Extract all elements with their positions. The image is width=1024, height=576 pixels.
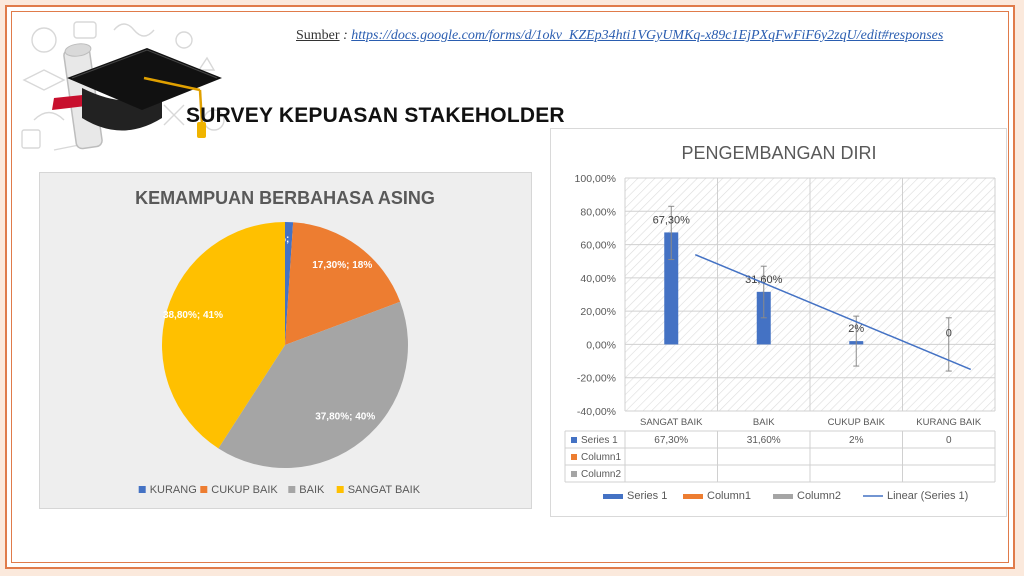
data-table: Series 1 67,30% 31,60% 2% 0 Column1 Column2 — [564, 430, 996, 483]
pie-chart-title: KEMAMPUAN BERBAHASA ASING — [135, 188, 435, 208]
legend-item: KURANG — [150, 484, 197, 496]
y-tick-label: 40,00% — [580, 273, 616, 285]
x-tick-label: SANGAT BAIK — [640, 417, 703, 428]
pie-chart-panel: KEMAMPUAN BERBAHASA ASING 1%; 1% 17,30%; 1… — [39, 172, 532, 509]
x-tick-label: KURANG BAIK — [916, 417, 982, 428]
y-tick-label: 80,00% — [580, 206, 616, 218]
bar-chart: PENGEMBANGAN DIRI 100,00% 80,00% 60,00% 40,0… — [564, 143, 996, 502]
legend-swatch — [603, 494, 623, 499]
bar-chart-panel: PENGEMBANGAN DIRI 100,00% 80,00% 60,00% 40,0… — [550, 128, 1007, 517]
pie-data-label: 38,80%; 41% — [163, 310, 223, 321]
bar-legend: Series 1 Column1 Column2 Linear (Series 1) — [603, 490, 968, 502]
table-cell: 31,60% — [747, 435, 781, 446]
legend-item: SANGAT BAIK — [348, 484, 421, 496]
y-tick-label: 20,00% — [580, 306, 616, 318]
slide-inner-border — [11, 11, 1009, 563]
page-title: SURVEY KEPUASAN STAKEHOLDER — [186, 104, 565, 127]
legend-swatch — [138, 486, 146, 493]
pie-chart: KEMAMPUAN BERBAHASA ASING 1%; 1% 17,30%; 1… — [135, 188, 435, 496]
table-row-label: Column2 — [581, 469, 621, 480]
table-cell: 2% — [849, 435, 864, 446]
legend-item: Column2 — [797, 490, 841, 502]
legend-item: Column1 — [707, 490, 751, 502]
pie-slice-kurang — [285, 222, 294, 345]
legend-swatch — [200, 486, 208, 493]
legend-item: Series 1 — [627, 490, 667, 502]
pie-data-label: 17,30%; 18% — [312, 260, 372, 271]
y-tick-label: 60,00% — [580, 240, 616, 252]
legend-swatch — [683, 494, 703, 499]
graduation-cap-icon — [52, 43, 222, 150]
pie-slice-cukup-baik — [285, 222, 401, 345]
bar-sangat-baik — [664, 232, 679, 345]
table-swatch — [571, 471, 577, 477]
legend-item: BAIK — [299, 484, 325, 496]
legend-swatch — [773, 494, 793, 499]
source-citation: Sumber : https://docs.google.com/forms/d… — [296, 28, 943, 44]
bar-data-label: 2% — [848, 323, 864, 335]
doodle-background-icon — [21, 21, 225, 151]
bar-data-label: 31,60% — [745, 274, 783, 286]
pie-data-label: 1%; 1% — [271, 234, 306, 245]
y-tick-label: -40,00% — [577, 406, 616, 418]
y-tick-label: 0,00% — [586, 339, 616, 351]
bar-chart-title: PENGEMBANGAN DIRI — [681, 143, 876, 163]
source-separator: : — [339, 28, 352, 43]
pie-slice-baik — [218, 301, 408, 468]
table-swatch — [571, 437, 577, 443]
x-tick-label: BAIK — [753, 417, 775, 428]
source-label: Sumber — [296, 28, 340, 43]
pie-slice-sangat-baik — [162, 222, 285, 449]
y-tick-label: -20,00% — [577, 373, 616, 385]
source-link[interactable]: https://docs.google.com/forms/d/1okv_KZE… — [351, 28, 944, 43]
bar-data-label: 0 — [946, 327, 952, 339]
table-swatch — [571, 454, 577, 460]
pie-legend: KURANG CUKUP BAIK BAIK SANGAT BAIK — [138, 484, 421, 496]
table-cell: 67,30% — [654, 435, 688, 446]
trendline — [694, 253, 972, 371]
legend-item: Linear (Series 1) — [887, 490, 968, 502]
table-row-label: Column1 — [581, 452, 621, 463]
bar-data-label: 67,30% — [653, 214, 691, 226]
x-tick-label: CUKUP BAIK — [828, 417, 886, 428]
y-tick-label: 100,00% — [575, 173, 616, 185]
legend-item: CUKUP BAIK — [211, 484, 278, 496]
legend-swatch — [336, 486, 344, 493]
legend-swatch — [288, 486, 296, 493]
table-row-label: Series 1 — [581, 435, 618, 446]
pie-data-label: 37,80%; 40% — [315, 412, 375, 423]
table-cell: 0 — [946, 435, 952, 446]
